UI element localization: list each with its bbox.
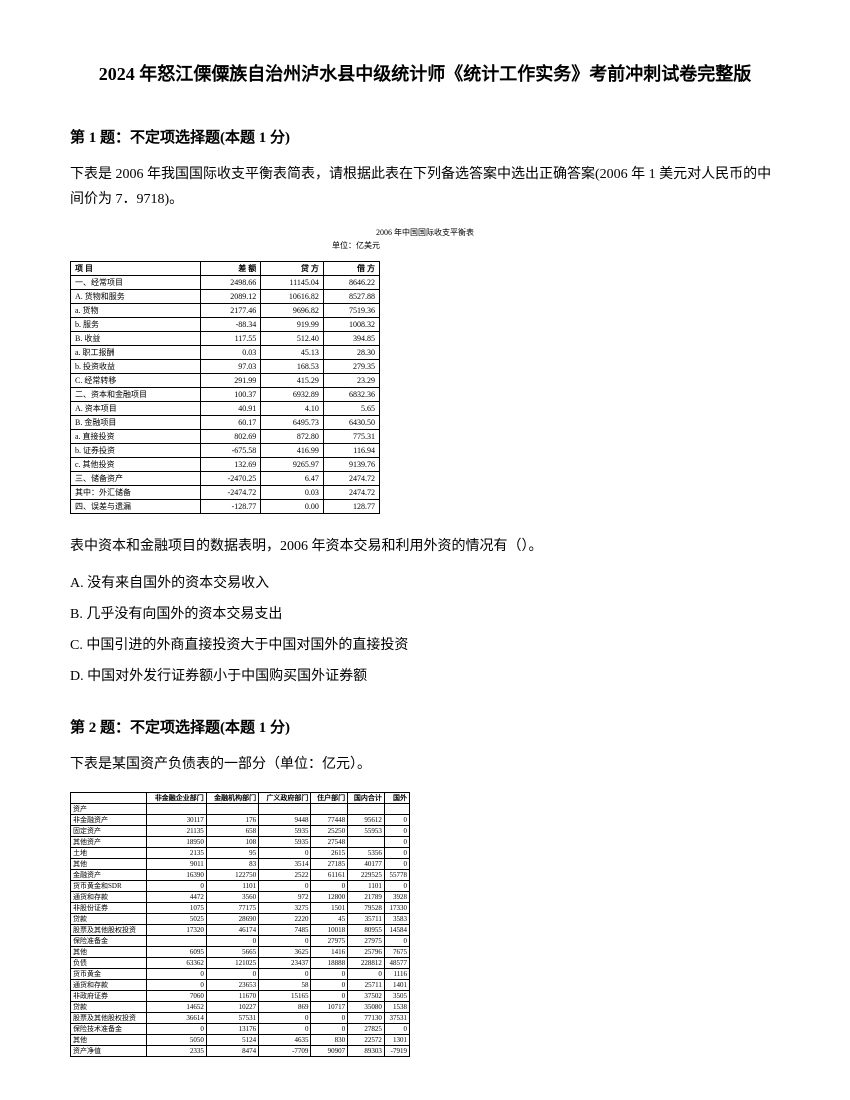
- q1-table-title: 2006 年中国国际收支平衡表: [70, 227, 780, 238]
- q1-header: 第 1 题：不定项选择题(本题 1 分): [70, 126, 780, 147]
- q1-option-d: D. 中国对外发行证券额小于中国购买国外证券额: [70, 663, 780, 691]
- q2-text: 下表是某国资产负债表的一部分（单位：亿元）。: [70, 752, 780, 777]
- q2-header: 第 2 题：不定项选择题(本题 1 分): [70, 716, 780, 737]
- q2-table: 非金融企业部门金融机构部门广义政府部门住户部门国内合计国外资产非金融资产3011…: [70, 792, 410, 1057]
- q1-options: A. 没有来自国外的资本交易收入 B. 几乎没有向国外的资本交易支出 C. 中国…: [70, 570, 780, 691]
- q1-option-a: A. 没有来自国外的资本交易收入: [70, 570, 780, 598]
- question-1: 第 1 题：不定项选择题(本题 1 分) 下表是 2006 年我国国际收支平衡表…: [70, 126, 780, 691]
- question-2: 第 2 题：不定项选择题(本题 1 分) 下表是某国资产负债表的一部分（单位：亿…: [70, 716, 780, 1057]
- q1-option-c: C. 中国引进的外商直接投资大于中国对国外的直接投资: [70, 632, 780, 660]
- q1-text: 下表是 2006 年我国国际收支平衡表简表，请根据此表在下列备选答案中选出正确答…: [70, 162, 780, 212]
- q1-table: 项 目差 额贷 方借 方一、经常项目2498.6611145.048646.22…: [70, 261, 380, 514]
- q1-table-container: 2006 年中国国际收支平衡表 单位：亿美元 项 目差 额贷 方借 方一、经常项…: [70, 227, 780, 514]
- page-title: 2024 年怒江傈僳族自治州泸水县中级统计师《统计工作实务》考前冲刺试卷完整版: [70, 60, 780, 86]
- q1-subtext: 表中资本和金融项目的数据表明，2006 年资本交易和利用外资的情况有（）。: [70, 534, 780, 559]
- q1-table-unit: 单位：亿美元: [70, 240, 380, 251]
- q1-option-b: B. 几乎没有向国外的资本交易支出: [70, 601, 780, 629]
- q2-table-container: 非金融企业部门金融机构部门广义政府部门住户部门国内合计国外资产非金融资产3011…: [70, 792, 780, 1057]
